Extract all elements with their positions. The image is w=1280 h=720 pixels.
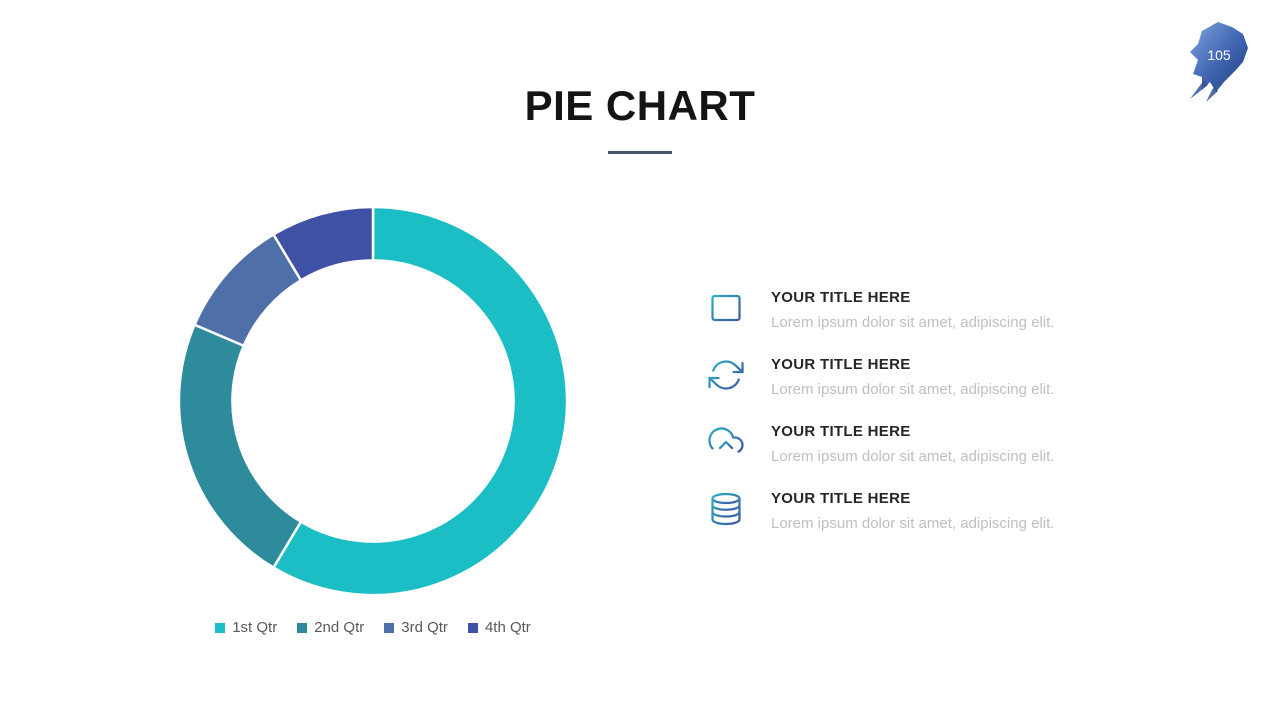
feature-text: YOUR TITLE HERE Lorem ipsum dolor sit am… xyxy=(771,356,1054,398)
feature-list: YOUR TITLE HERE Lorem ipsum dolor sit am… xyxy=(708,289,1088,532)
feature-description: Lorem ipsum dolor sit amet, adipiscing e… xyxy=(771,515,1055,532)
legend-swatch xyxy=(467,622,478,633)
feature-text: YOUR TITLE HERE Lorem ipsum dolor sit am… xyxy=(771,289,1054,331)
page-number-badge: 105 xyxy=(1188,22,1250,102)
feature-description: Lorem ipsum dolor sit amet, adipiscing e… xyxy=(771,314,1055,331)
pie-segment-2nd-qtr xyxy=(177,323,303,570)
feature-item: YOUR TITLE HERE Lorem ipsum dolor sit am… xyxy=(708,423,1088,465)
feature-text: YOUR TITLE HERE Lorem ipsum dolor sit am… xyxy=(771,490,1054,532)
legend-item: 1st Qtr xyxy=(215,619,277,636)
brush-stroke-icon: 105 xyxy=(1190,22,1248,102)
database-icon xyxy=(708,491,744,527)
browser-window-icon xyxy=(708,290,744,326)
legend-label: 4th Qtr xyxy=(484,619,531,636)
legend-item: 4th Qtr xyxy=(467,619,531,636)
chart-legend: 1st Qtr 2nd Qtr 3rd Qtr 4th Qtr xyxy=(177,619,569,636)
feature-title: YOUR TITLE HERE xyxy=(771,490,911,507)
legend-label: 3rd Qtr xyxy=(401,619,448,636)
legend-label: 1st Qtr xyxy=(232,619,278,636)
legend-swatch xyxy=(215,622,226,633)
title-underline xyxy=(608,151,672,154)
legend-label: 2nd Qtr xyxy=(314,619,365,636)
legend-item: 2nd Qtr xyxy=(297,619,364,636)
feature-item: YOUR TITLE HERE Lorem ipsum dolor sit am… xyxy=(708,289,1088,331)
feature-text: YOUR TITLE HERE Lorem ipsum dolor sit am… xyxy=(771,423,1054,465)
pie-segment-1st-qtr xyxy=(271,205,569,597)
page-title: PIE CHART xyxy=(524,82,756,129)
feature-item: YOUR TITLE HERE Lorem ipsum dolor sit am… xyxy=(708,490,1088,532)
feature-description: Lorem ipsum dolor sit amet, adipiscing e… xyxy=(771,448,1055,465)
feature-title: YOUR TITLE HERE xyxy=(771,423,911,440)
feature-item: YOUR TITLE HERE Lorem ipsum dolor sit am… xyxy=(708,356,1088,398)
feature-title: YOUR TITLE HERE xyxy=(771,356,911,373)
legend-swatch xyxy=(297,622,308,633)
legend-swatch xyxy=(384,622,395,633)
pie-chart xyxy=(175,203,571,599)
feature-title: YOUR TITLE HERE xyxy=(771,289,911,306)
cloud-upload-icon xyxy=(708,424,744,460)
feature-description: Lorem ipsum dolor sit amet, adipiscing e… xyxy=(771,381,1055,398)
pie-segment-4th-qtr xyxy=(271,205,375,283)
page-number: 105 xyxy=(1207,47,1231,63)
pie-chart-svg xyxy=(177,205,569,597)
legend-item: 3rd Qtr xyxy=(384,619,448,636)
sync-icon xyxy=(708,357,744,393)
